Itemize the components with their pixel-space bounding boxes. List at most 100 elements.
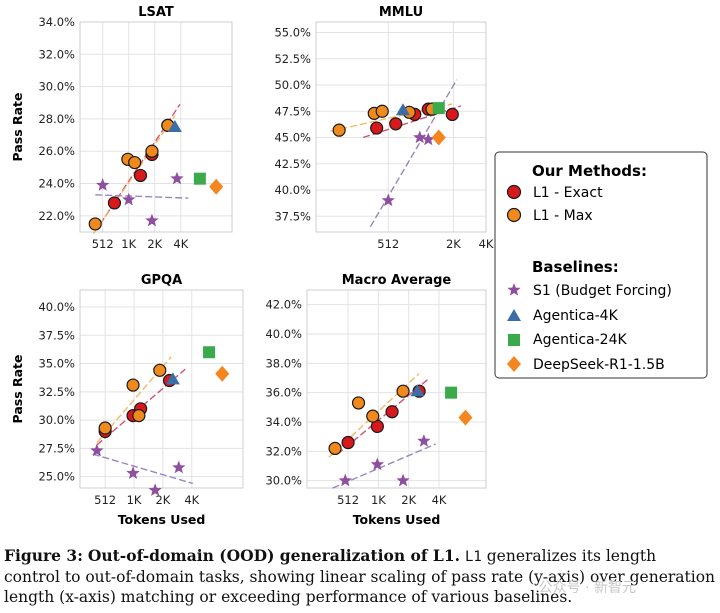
legend-marker-s1 — [507, 283, 521, 296]
legend-marker-agentica-24k — [508, 334, 520, 346]
point-l1-exact — [107, 196, 122, 210]
trendline-s1-budget-forcing — [92, 453, 194, 485]
point-l1-exact — [385, 405, 399, 419]
y-tick-label: 30.0% — [265, 474, 302, 488]
panel-lsat: LSAT 22.0% 24.0% 26.0% 28.0% 30.0% 32.0% 34.0% 5… — [10, 5, 233, 251]
y-tick-label: 30.0% — [38, 80, 75, 94]
legend-triangle-icon — [507, 309, 521, 321]
x-tick-label: 1K — [127, 493, 142, 507]
chart-title: LSAT — [138, 5, 174, 20]
plot-frame — [306, 289, 487, 489]
legend-marker-exact — [506, 184, 522, 200]
y-tick-label: 40.0% — [274, 183, 311, 197]
point-s1-budget-forcing — [90, 443, 104, 457]
y-tick-label: 42.0% — [265, 298, 302, 312]
x-tick-label: 4K — [479, 237, 494, 251]
y-tick-label: 38.0% — [265, 356, 302, 370]
point-l1-max — [328, 441, 342, 455]
point-agentica-24k — [445, 386, 458, 399]
x-tick-label: 4K — [173, 237, 188, 251]
y-tick-label: 47.5% — [274, 104, 311, 118]
x-tick-label: 4K — [184, 493, 199, 507]
legend-star-icon — [507, 283, 521, 296]
y-tick-label: 32.5% — [38, 385, 75, 399]
point-l1-max — [145, 144, 159, 158]
y-tick-label: 45.0% — [274, 131, 311, 145]
plot-frame — [79, 21, 233, 233]
point-agentica-4k — [395, 103, 410, 116]
point-agentica-24k — [193, 172, 206, 185]
x-tick-label: 1K — [121, 237, 136, 251]
x-tick-label: 2K — [147, 237, 162, 251]
x-tick-label: 512 — [337, 493, 359, 507]
point-agentica-4k — [410, 384, 425, 397]
point-deepseek-r1-1-5b — [458, 409, 473, 426]
legend-label-max: L1 - Max — [533, 208, 593, 224]
point-s1-budget-forcing — [96, 178, 110, 191]
x-tick-label: 512 — [92, 237, 114, 251]
point-deepseek-r1-1-5b — [215, 365, 230, 382]
point-s1-budget-forcing — [413, 130, 427, 144]
caption-body-text: generalizes its length control to out-of… — [4, 547, 716, 606]
legend-label-s1: S1 (Budget Forcing) — [533, 283, 672, 299]
point-s1-budget-forcing — [145, 213, 159, 227]
y-tick-label: 22.0% — [38, 209, 75, 223]
point-l1-max — [332, 123, 346, 137]
caption-l1-mono: L1 — [464, 549, 482, 565]
plot-frame — [79, 289, 244, 489]
point-l1-max — [88, 217, 102, 231]
legend-our-methods-title: Our Methods: — [532, 162, 647, 180]
y-tick-label: 52.5% — [274, 52, 311, 66]
y-tick-label: 30.0% — [38, 413, 75, 427]
x-axis-label: Tokens Used — [118, 512, 206, 527]
panel-macro-average: Macro Average 30.0% 32.0% 34.0% 36.0% 38.0% 40… — [265, 273, 487, 527]
grid-lsat — [80, 21, 232, 232]
y-tick-label: 37.5% — [38, 328, 75, 342]
point-l1-exact — [370, 121, 384, 135]
point-agentica-4k — [167, 120, 182, 132]
watermark-text: 公众号 · 新智元 — [538, 580, 636, 596]
y-tick-label: 32.0% — [38, 47, 75, 61]
y-tick-label: 24.0% — [38, 177, 75, 191]
legend-square-icon — [508, 334, 520, 346]
panel-mmlu: MMLU 37.5% 40.0% 42.5% 45.0% 47.5% 50.0% 52.5% 5… — [274, 5, 493, 251]
x-tick-label: 2K — [401, 493, 416, 507]
legend-label-deepseek: DeepSeek-R1-1.5B — [533, 357, 665, 373]
point-s1-budget-forcing — [417, 434, 431, 447]
figure-canvas: LSAT 22.0% 24.0% 26.0% 28.0% 30.0% 32.0% 34.0% 5… — [10, 5, 708, 527]
x-tick-label: 4K — [432, 493, 447, 507]
point-l1-max — [351, 396, 366, 410]
point-l1-exact — [133, 168, 148, 183]
y-tick-label: 32.0% — [265, 444, 302, 458]
point-s1-budget-forcing — [421, 132, 435, 146]
y-tick-label: 42.5% — [274, 157, 311, 171]
legend-label-agentica-4k: Agentica-4K — [533, 308, 619, 324]
point-s1-budget-forcing — [370, 457, 385, 471]
trendline-s1-budget-forcing — [95, 194, 189, 199]
point-s1-budget-forcing — [170, 171, 184, 185]
point-agentica-24k — [203, 346, 216, 359]
grid-macro-average — [307, 290, 486, 488]
y-tick-label: 55.0% — [274, 26, 311, 40]
x-tick-label: 1K — [371, 493, 386, 507]
point-l1-exact — [389, 117, 403, 131]
legend-marker-deepseek — [507, 356, 521, 372]
caption-figure-label: Figure 3: — [4, 546, 83, 565]
chart-title: MMLU — [379, 5, 423, 20]
legend-marker-max — [506, 207, 522, 223]
point-s1-budget-forcing — [148, 483, 162, 496]
point-l1-max — [126, 378, 140, 392]
legend-baselines-title: Baselines: — [532, 258, 619, 276]
panel-gpqa: GPQA 25.0% 27.5% 30.0% 32.5% 35.0% 37.5% 40.0% 5… — [10, 273, 244, 527]
point-s1-budget-forcing — [396, 473, 410, 487]
y-tick-label: 26.0% — [38, 144, 75, 158]
y-tick-label: 28.0% — [38, 112, 75, 126]
trendline-s1-budget-forcing — [332, 443, 437, 489]
point-l1-exact — [445, 107, 459, 122]
point-l1-max — [396, 384, 410, 398]
x-axis-label: Tokens Used — [353, 512, 441, 527]
point-l1-max — [375, 104, 389, 118]
plot-frame — [315, 21, 487, 233]
y-tick-label: 40.0% — [265, 327, 302, 341]
figure-caption: Figure 3: Out-of-domain (OOD) generaliza… — [4, 546, 716, 607]
